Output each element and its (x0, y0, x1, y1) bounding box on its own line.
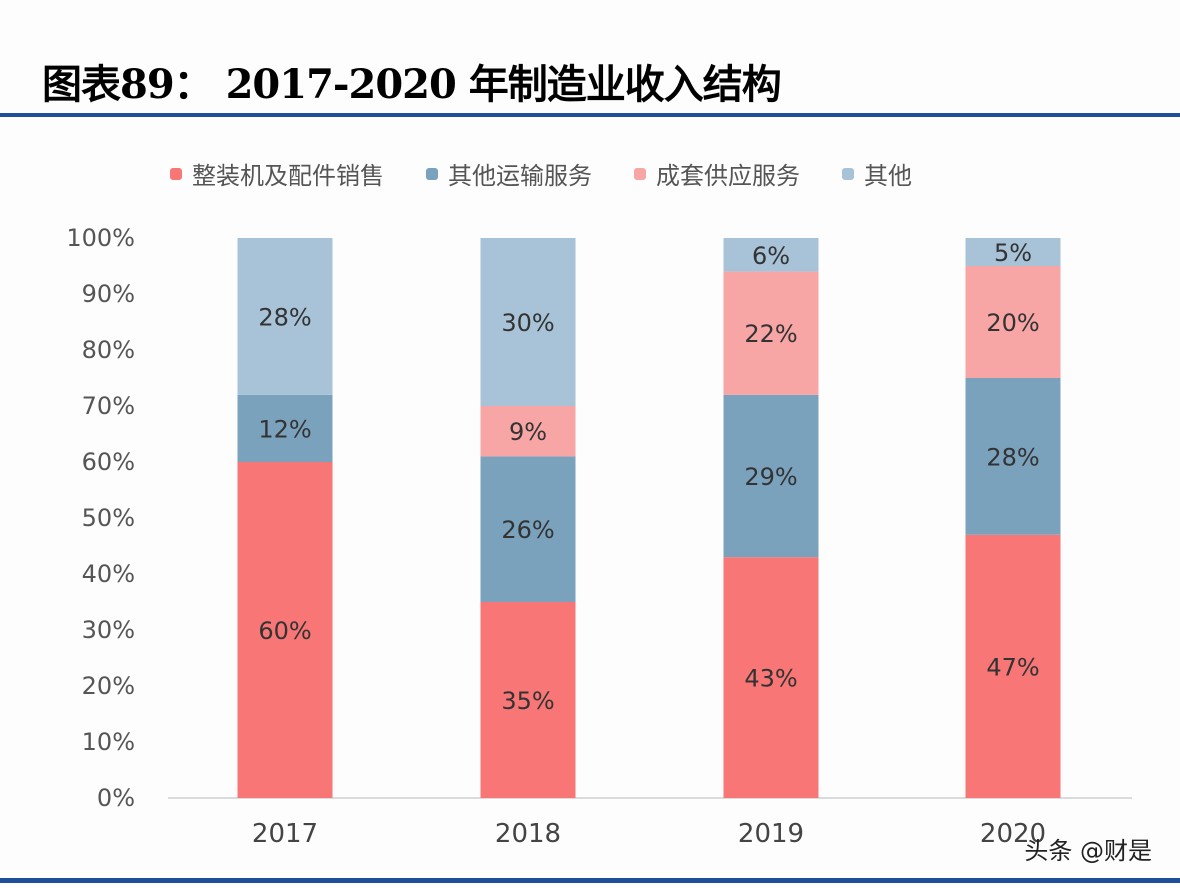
data-label: 60% (258, 617, 311, 645)
bar-segment (480, 456, 576, 602)
legend-swatch (170, 167, 182, 180)
y-tick-label: 80% (82, 336, 135, 364)
legend-label: 成套供应服务 (656, 162, 800, 190)
bar-segment (237, 462, 333, 798)
bar-segment (965, 238, 1061, 266)
y-tick-label: 20% (82, 672, 135, 700)
data-label: 30% (501, 309, 554, 337)
legend-label: 其他运输服务 (448, 162, 592, 190)
x-tick-label: 2020 (980, 819, 1046, 849)
legend-item: 其他 (842, 156, 912, 191)
x-tick-label: 2017 (252, 819, 318, 849)
legend-swatch (426, 167, 438, 180)
data-label: 28% (986, 443, 1039, 471)
data-label: 43% (744, 665, 797, 693)
legend-item: 成套供应服务 (634, 156, 800, 191)
y-tick-label: 50% (82, 504, 135, 532)
y-tick-label: 100% (66, 224, 135, 252)
bar-segment (723, 238, 819, 272)
data-label: 47% (986, 653, 1039, 681)
y-tick-label: 90% (82, 280, 135, 308)
bar-segment (965, 378, 1061, 535)
bar-segment (237, 394, 333, 462)
data-label: 6% (752, 242, 790, 270)
chart-title: 图表89： 2017-2020 年制造业收入结构 (42, 61, 782, 108)
data-label: 22% (744, 320, 797, 348)
bar-segment (480, 406, 576, 457)
legend-item: 整装机及配件销售 (170, 156, 384, 191)
y-tick-label: 0% (97, 784, 135, 812)
y-tick-label: 10% (82, 728, 135, 756)
y-tick-label: 60% (82, 448, 135, 476)
legend-swatch (634, 167, 646, 180)
data-label: 5% (994, 239, 1032, 267)
y-tick-label: 40% (82, 560, 135, 588)
legend-item: 其他运输服务 (426, 156, 592, 191)
x-tick-label: 2019 (738, 819, 804, 849)
legend-label: 其他 (864, 162, 912, 190)
x-tick-label: 2018 (495, 819, 561, 849)
bar-segment (237, 238, 333, 395)
bar-segment (480, 238, 576, 406)
y-tick-label: 30% (82, 616, 135, 644)
bar-segment (965, 266, 1061, 378)
bar-segment (723, 271, 819, 395)
y-tick-label: 70% (82, 392, 135, 420)
legend-label: 整装机及配件销售 (192, 162, 384, 190)
data-label: 35% (501, 687, 554, 715)
legend: 整装机及配件销售 其他运输服务 成套供应服务 其他 (170, 156, 912, 191)
bar-segment (723, 557, 819, 798)
bottom-divider (0, 878, 1180, 883)
legend-swatch (842, 167, 854, 180)
bar-segment (965, 534, 1061, 798)
bar-segment (480, 602, 576, 798)
data-label: 9% (509, 418, 547, 446)
title-divider (0, 113, 1180, 117)
watermark: 头条 @财是 (1024, 837, 1152, 865)
bar-segment (723, 394, 819, 558)
data-label: 26% (501, 516, 554, 544)
data-label: 29% (744, 463, 797, 491)
data-label: 20% (986, 309, 1039, 337)
data-label: 12% (258, 415, 311, 443)
data-label: 28% (258, 303, 311, 331)
